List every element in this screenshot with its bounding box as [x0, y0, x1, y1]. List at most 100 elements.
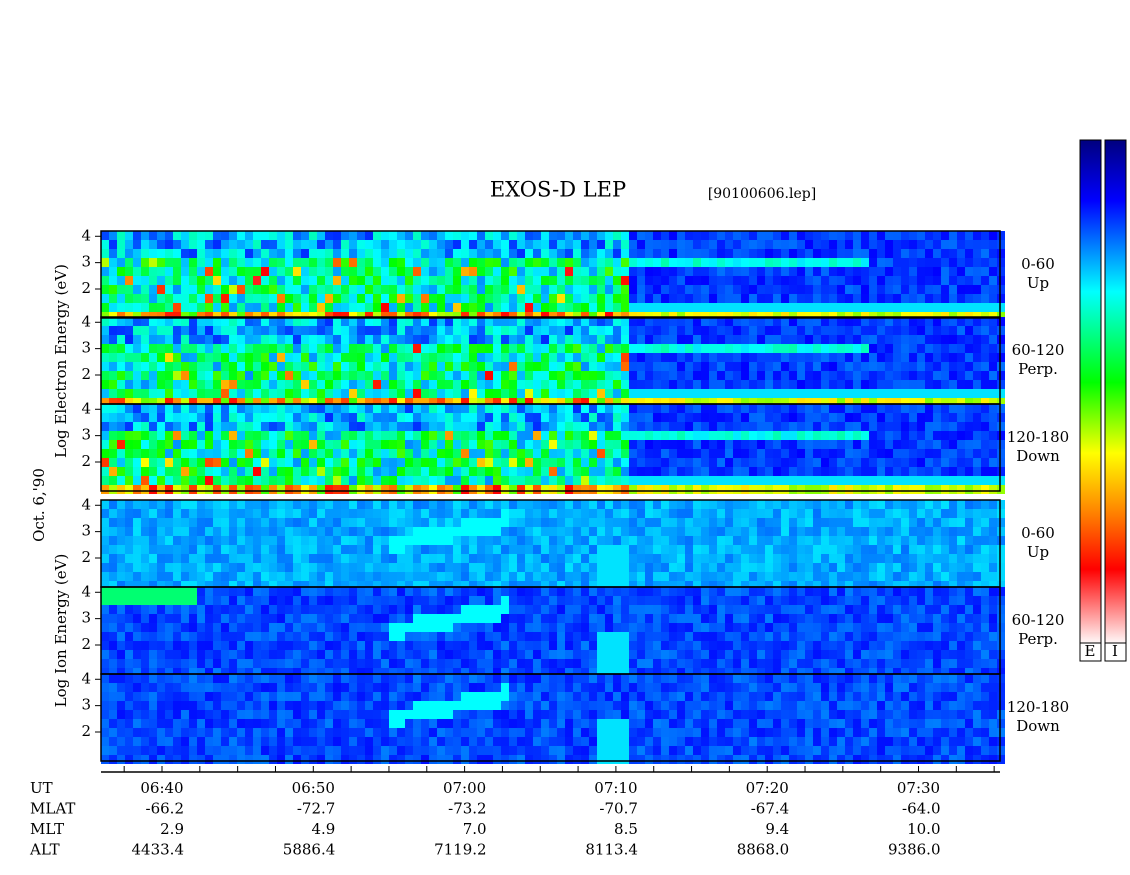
spectrogram-cell [205, 371, 213, 380]
spectrogram-cell [565, 509, 573, 518]
spectrogram-cell [453, 276, 461, 285]
spectrogram-cell [213, 231, 221, 240]
spectrogram-cell [757, 371, 765, 380]
spectrogram-cell [485, 518, 493, 527]
spectrogram-cell [821, 413, 829, 422]
spectrogram-cell [221, 422, 229, 431]
spectrogram-cell [677, 485, 685, 494]
spectrogram-cell [893, 581, 901, 590]
spectrogram-cell [757, 572, 765, 581]
spectrogram-cell [701, 335, 709, 344]
spectrogram-cell [253, 563, 261, 572]
spectrogram-cell [581, 458, 589, 467]
spectrogram-cell [389, 545, 397, 554]
spectrogram-cell [909, 317, 917, 326]
spectrogram-cell [517, 344, 525, 353]
spectrogram-cell [613, 581, 621, 590]
spectrogram-cell [669, 326, 677, 335]
spectrogram-cell [261, 353, 269, 362]
spectrogram-cell [725, 303, 733, 312]
spectrogram-cell [429, 398, 437, 407]
spectrogram-cell [317, 458, 325, 467]
spectrogram-cell [221, 449, 229, 458]
spectrogram-cell [861, 317, 869, 326]
spectrogram-cell [949, 527, 957, 536]
spectrogram-cell [749, 440, 757, 449]
spectrogram-cell [445, 249, 453, 258]
spectrogram-cell [365, 440, 373, 449]
spectrogram-cell [141, 422, 149, 431]
spectrogram-cell [293, 614, 301, 623]
spectrogram-cell [477, 380, 485, 389]
spectrogram-cell [773, 404, 781, 413]
spectrogram-cell [509, 353, 517, 362]
spectrogram-cell [421, 476, 429, 485]
spectrogram-cell [173, 249, 181, 258]
spectrogram-cell [453, 623, 461, 632]
spectrogram-cell [277, 614, 285, 623]
spectrogram-cell [237, 614, 245, 623]
spectrogram-cell [917, 249, 925, 258]
spectrogram-cell [837, 231, 845, 240]
spectrogram-cell [109, 267, 117, 276]
spectrogram-cell [357, 581, 365, 590]
spectrogram-cell [221, 554, 229, 563]
spectrogram-cell [581, 380, 589, 389]
spectrogram-cell [829, 398, 837, 407]
spectrogram-cell [581, 404, 589, 413]
spectrogram-cell [541, 449, 549, 458]
spectrogram-cell [877, 404, 885, 413]
spectrogram-cell [101, 276, 109, 285]
spectrogram-cell [285, 509, 293, 518]
spectrogram-cell [733, 422, 741, 431]
spectrogram-cell [269, 650, 277, 659]
spectrogram-cell [205, 303, 213, 312]
spectrogram-cell [453, 518, 461, 527]
spectrogram-cell [365, 581, 373, 590]
spectrogram-cell [181, 614, 189, 623]
spectrogram-cell [981, 380, 989, 389]
spectrogram-cell [221, 500, 229, 509]
spectrogram-cell [701, 404, 709, 413]
spectrogram-cell [733, 276, 741, 285]
spectrogram-cell [893, 554, 901, 563]
spectrogram-cell [517, 527, 525, 536]
spectrogram-cell [461, 344, 469, 353]
spectrogram-cell [869, 431, 877, 440]
spectrogram-cell [853, 536, 861, 545]
spectrogram-cell [509, 294, 517, 303]
spectrogram-cell [973, 476, 981, 485]
spectrogram-cell [261, 650, 269, 659]
spectrogram-cell [973, 231, 981, 240]
spectrogram-cell [221, 581, 229, 590]
spectrogram-cell [509, 371, 517, 380]
spectrogram-cell [629, 294, 637, 303]
spectrogram-cell [149, 641, 157, 650]
spectrogram-cell [181, 422, 189, 431]
spectrogram-cell [205, 317, 213, 326]
spectrogram-cell [253, 285, 261, 294]
spectrogram-cell [197, 380, 205, 389]
spectrogram-cell [213, 527, 221, 536]
spectrogram-cell [877, 554, 885, 563]
spectrogram-cell [693, 440, 701, 449]
spectrogram-cell [941, 380, 949, 389]
spectrogram-cell [485, 554, 493, 563]
spectrogram-cell [821, 563, 829, 572]
spectrogram-cell [109, 572, 117, 581]
spectrogram-cell [933, 353, 941, 362]
spectrogram-cell [237, 380, 245, 389]
spectrogram-cell [493, 249, 501, 258]
spectrogram-cell [861, 431, 869, 440]
spectrogram-cell [789, 362, 797, 371]
spectrogram-cell [333, 632, 341, 641]
spectrogram-cell [709, 404, 717, 413]
spectrogram-cell [421, 231, 429, 240]
spectrogram-cell [557, 413, 565, 422]
spectrogram-cell [949, 249, 957, 258]
spectrogram-cell [301, 476, 309, 485]
spectrogram-cell [725, 326, 733, 335]
spectrogram-cell [597, 344, 605, 353]
spectrogram-cell [557, 581, 565, 590]
spectrogram-cell [621, 554, 629, 563]
